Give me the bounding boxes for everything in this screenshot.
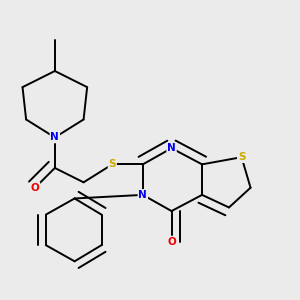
Text: O: O — [167, 237, 176, 247]
Text: S: S — [109, 159, 116, 170]
Text: O: O — [31, 183, 40, 193]
Text: N: N — [167, 143, 176, 153]
Text: N: N — [50, 132, 59, 142]
Text: S: S — [238, 152, 245, 162]
Text: N: N — [138, 190, 147, 200]
